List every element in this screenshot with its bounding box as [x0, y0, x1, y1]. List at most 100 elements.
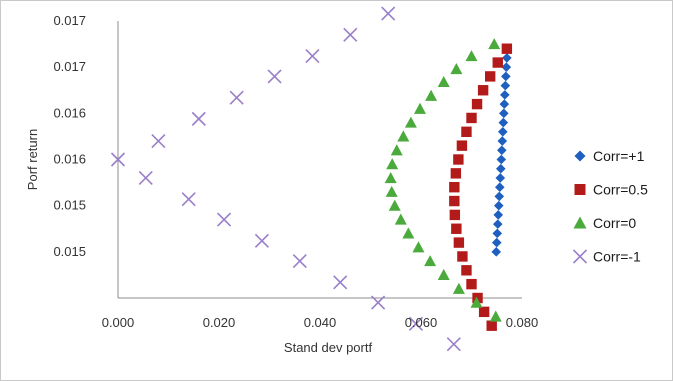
data-point-square [471, 98, 483, 110]
y-tick-label: 0.017 [53, 13, 86, 28]
legend: Corr=+1 Corr=0.5 Corr=0 Corr=-1 [572, 148, 648, 265]
data-point-triangle [404, 116, 417, 128]
data-point-square [451, 223, 462, 234]
data-point-diamond [493, 200, 504, 211]
data-point-x [191, 111, 206, 126]
legend-item: Corr=0.5 [574, 182, 648, 198]
y-tick-labels: 0.015 0.015 0.016 0.016 0.017 0.017 [53, 13, 86, 259]
y-tick-label: 0.016 [53, 105, 86, 120]
data-point-diamond [498, 127, 508, 137]
data-point-triangle [450, 63, 463, 75]
legend-item: Corr=-1 [572, 249, 641, 265]
data-point-square [449, 195, 460, 207]
legend-label: Corr=0.5 [593, 182, 648, 198]
data-point-x [343, 27, 358, 42]
data-point-square [486, 320, 497, 331]
data-point-x [151, 133, 166, 149]
data-point-diamond [495, 163, 506, 174]
data-point-triangle [397, 130, 410, 142]
y-axis-title: Porf return [25, 129, 40, 190]
triangle-marker [573, 216, 587, 229]
data-point-diamond [500, 80, 511, 91]
data-point-x [381, 6, 396, 21]
data-point-triangle [390, 144, 403, 156]
data-point-square [449, 182, 460, 193]
square-marker [574, 184, 586, 195]
series-triangle [384, 38, 502, 322]
x-axis-title: Stand dev portf [284, 340, 373, 355]
data-point-diamond [497, 136, 508, 146]
legend-label: Corr=+1 [593, 148, 645, 164]
data-point-square [453, 154, 464, 165]
data-point-triangle [488, 38, 501, 50]
data-point-diamond [499, 99, 510, 109]
data-point-square [456, 140, 468, 151]
data-point-triangle [413, 102, 426, 114]
diamond-marker [574, 150, 586, 162]
legend-item: Corr=0 [573, 215, 636, 231]
x-tick-label: 0.040 [304, 315, 337, 330]
data-point-diamond [491, 247, 502, 257]
data-point-triangle [437, 268, 450, 281]
data-point-diamond [495, 173, 506, 183]
data-point-x [229, 90, 244, 105]
data-point-x [138, 170, 153, 186]
data-point-square [472, 292, 483, 304]
data-point-diamond [494, 182, 505, 192]
legend-label: Corr=-1 [593, 249, 641, 265]
y-tick-label: 0.017 [53, 59, 86, 74]
data-point-square [478, 306, 490, 318]
x-tick-labels: 0.000 0.020 0.040 0.060 0.080 [102, 315, 539, 330]
data-point-square [466, 112, 477, 124]
data-point-x [333, 275, 348, 290]
data-point-triangle [385, 185, 398, 197]
data-point-square [450, 168, 462, 179]
x-tick-label: 0.020 [203, 315, 236, 330]
data-point-diamond [493, 210, 504, 220]
data-point-diamond [500, 90, 510, 100]
data-point-triangle [465, 50, 478, 62]
data-point-triangle [412, 241, 425, 253]
data-point-square [466, 278, 477, 290]
data-point-x [110, 152, 126, 167]
series-square [449, 43, 513, 331]
data-point-triangle [386, 158, 399, 170]
data-point-square [453, 237, 465, 248]
data-point-square [449, 209, 461, 221]
data-point-diamond [496, 154, 507, 165]
data-point-triangle [402, 227, 415, 239]
data-point-diamond [494, 191, 505, 202]
data-point-x [254, 233, 269, 248]
x-tick-label: 0.000 [102, 315, 135, 330]
data-point-diamond [492, 228, 503, 239]
data-point-square [477, 85, 489, 96]
data-point-diamond [501, 71, 511, 82]
data-point-x [446, 337, 461, 352]
x-tick-label: 0.080 [506, 315, 539, 330]
data-point-triangle [384, 171, 397, 184]
data-point-square [461, 126, 472, 137]
data-point-triangle [489, 310, 502, 322]
data-points [110, 0, 513, 352]
data-point-x [292, 254, 307, 269]
data-point-triangle [425, 89, 438, 101]
data-point-triangle [388, 199, 401, 211]
data-point-x [216, 212, 232, 227]
data-point-x [181, 192, 196, 207]
data-point-triangle [394, 213, 407, 225]
data-point-diamond [497, 145, 507, 156]
data-point-diamond [492, 219, 503, 229]
data-point-diamond [491, 237, 502, 248]
data-point-x [408, 316, 424, 331]
y-tick-label: 0.016 [53, 152, 86, 167]
data-point-x [371, 295, 386, 310]
data-point-square [457, 251, 468, 262]
data-point-diamond [502, 53, 512, 63]
data-point-triangle [424, 255, 437, 267]
data-point-x [267, 69, 282, 84]
series-x [110, 0, 461, 352]
series-diamond [491, 53, 512, 257]
data-point-triangle [452, 282, 465, 294]
data-point-triangle [470, 296, 483, 308]
y-tick-label: 0.015 [53, 198, 86, 213]
